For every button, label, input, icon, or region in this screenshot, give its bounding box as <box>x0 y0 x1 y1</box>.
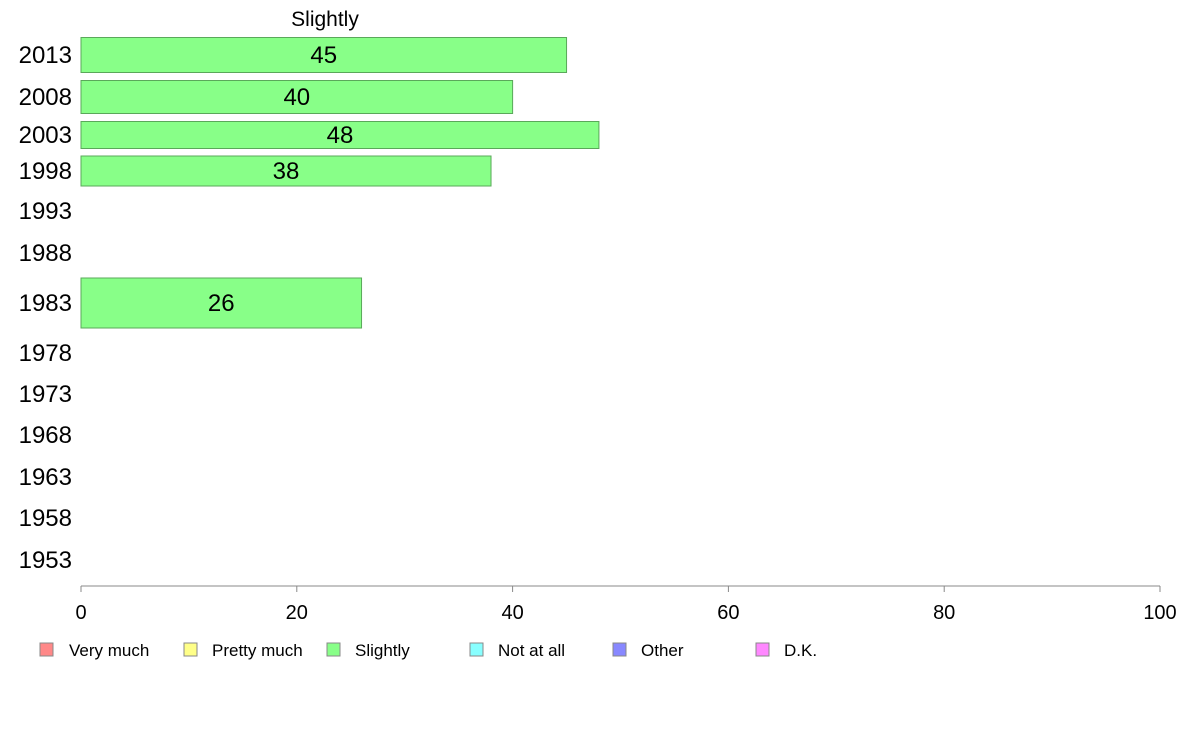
category-label-1998: 1998 <box>19 158 72 185</box>
x-axis: 0 20 40 60 80 100 <box>75 585 1177 624</box>
chart-title: Slightly <box>291 8 359 31</box>
category-label-2003: 2003 <box>19 122 72 149</box>
legend-swatch-1 <box>183 642 198 657</box>
value-label-2008: 40 <box>283 84 310 111</box>
x-tick-label-80: 80 <box>933 602 955 624</box>
legend-label-2: Slightly <box>355 641 410 660</box>
legend-swatch-5 <box>755 642 770 657</box>
category-label-1993: 1993 <box>19 198 72 225</box>
category-label-1953: 1953 <box>19 547 72 574</box>
legend-label-1: Pretty much <box>212 641 303 660</box>
bar-2003 <box>80 121 600 149</box>
category-label-2013: 2013 <box>19 42 72 69</box>
value-label-2013: 45 <box>310 42 337 69</box>
bar-1983 <box>80 277 363 329</box>
value-label-1983: 26 <box>208 290 235 317</box>
legend-swatch-4 <box>612 642 627 657</box>
x-tick-label-20: 20 <box>286 602 308 624</box>
legend-label-5: D.K. <box>784 641 817 660</box>
legend-swatch-3 <box>469 642 484 657</box>
legend-label-0: Very much <box>69 641 149 660</box>
category-label-1983: 1983 <box>19 290 72 317</box>
legend-label-3: Not at all <box>498 641 565 660</box>
legend-label-4: Other <box>641 641 684 660</box>
category-label-1958: 1958 <box>19 505 72 532</box>
bar-1998 <box>80 155 492 187</box>
category-label-1963: 1963 <box>19 464 72 491</box>
category-label-1973: 1973 <box>19 381 72 408</box>
bar-2013 <box>80 37 568 73</box>
x-tick-label-100: 100 <box>1143 602 1176 624</box>
x-tick-label-0: 0 <box>75 602 86 624</box>
bar-2008 <box>80 80 514 114</box>
value-label-2003: 48 <box>327 122 354 149</box>
category-label-1968: 1968 <box>19 422 72 449</box>
category-label-1978: 1978 <box>19 340 72 367</box>
legend-swatch-0 <box>39 642 54 657</box>
x-tick-label-60: 60 <box>717 602 739 624</box>
legend: Very much Pretty much Slightly Not at all Ot… <box>39 641 817 660</box>
value-label-1998: 38 <box>273 158 300 185</box>
category-label-1988: 1988 <box>19 240 72 267</box>
legend-swatch-2 <box>326 642 341 657</box>
category-labels: 2013 2008 2003 1998 1993 1988 1983 1978 1973 1968… <box>19 42 72 574</box>
category-label-2008: 2008 <box>19 84 72 111</box>
x-tick-label-40: 40 <box>501 602 523 624</box>
